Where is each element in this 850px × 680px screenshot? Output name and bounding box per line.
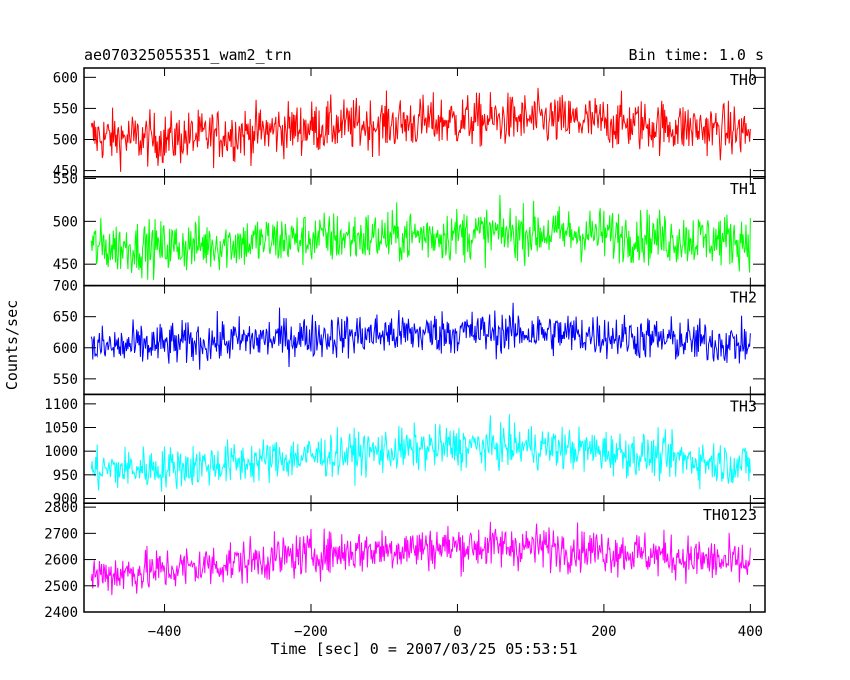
x-tick-label: 200	[591, 624, 616, 640]
panel-label-th2: TH2	[730, 289, 757, 307]
y-tick-label: 500	[53, 214, 78, 230]
series-line-th0123	[90, 521, 751, 596]
panel-label-th0123: TH0123	[703, 506, 757, 524]
panel-frame-th0123	[83, 502, 766, 613]
y-tick-label: 2700	[44, 526, 78, 542]
series-line-th3	[90, 414, 751, 492]
y-tick-label: 1050	[44, 421, 78, 437]
x-tick-label: 0	[453, 624, 461, 640]
y-tick-label: 550	[53, 172, 78, 188]
x-tick-label: 400	[738, 624, 763, 640]
panels-group: 450 500 550 600 TH0 450 500 550 TH1 550 600 650 700 T…	[44, 67, 766, 640]
x-tick-label: −400	[148, 624, 182, 640]
y-tick-label: 2600	[44, 553, 78, 569]
y-tick-label: 650	[53, 310, 78, 326]
y-tick-label: 900	[53, 491, 78, 507]
y-tick-label: 600	[53, 341, 78, 357]
y-tick-label: 600	[53, 70, 78, 86]
y-axis-label: Counts/sec	[3, 300, 21, 390]
y-tick-label: 2800	[44, 500, 78, 516]
chart-title: ae070325055351_wam2_trn	[84, 46, 292, 64]
y-tick-label: 450	[53, 164, 78, 180]
y-tick-label: 500	[53, 132, 78, 148]
series-line-th2	[90, 302, 751, 370]
series-line-th0	[90, 87, 751, 172]
panel-label-th1: TH1	[730, 180, 757, 198]
y-tick-label: 950	[53, 468, 78, 484]
y-tick-label: 700	[53, 279, 78, 295]
bin-time-label: Bin time: 1.0 s	[628, 46, 764, 64]
x-axis-label: Time [sec] 0 = 2007/03/25 05:53:51	[270, 640, 577, 658]
y-tick-label: 1000	[44, 444, 78, 460]
y-tick-label: 450	[53, 257, 78, 273]
y-tick-label: 2500	[44, 579, 78, 595]
panel-label-th3: TH3	[730, 397, 757, 415]
x-tick-label: −200	[294, 624, 328, 640]
y-tick-label: 550	[53, 372, 78, 388]
y-tick-label: 1100	[44, 397, 78, 413]
panel-label-th0: TH0	[730, 71, 757, 89]
y-tick-label: 2400	[44, 605, 78, 621]
y-tick-label: 550	[53, 101, 78, 117]
series-line-th1	[90, 194, 751, 280]
